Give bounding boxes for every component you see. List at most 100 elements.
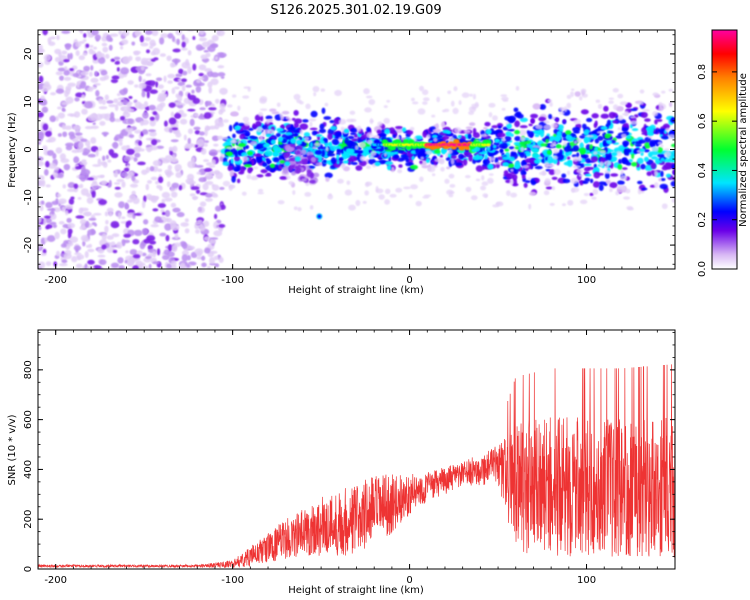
spectral-blob [566, 170, 571, 176]
spectral-blob [576, 169, 584, 174]
spectral-blob [81, 223, 86, 229]
spectral-blob [45, 184, 51, 188]
spectral-blob [525, 152, 532, 157]
spectral-blob [631, 128, 639, 132]
x-tick-label: 0 [406, 575, 412, 586]
spectral-blob [195, 229, 200, 234]
spectral-blob [548, 136, 555, 142]
spectral-blob [74, 252, 82, 256]
spectral-blob [611, 151, 618, 157]
spectral-blob [84, 212, 92, 216]
spectral-blob [308, 179, 316, 184]
spectral-blob [567, 160, 573, 163]
spectral-blob [522, 164, 530, 169]
spectral-blob [180, 113, 187, 118]
spectral-blob [360, 136, 365, 140]
spectral-blob [204, 167, 213, 173]
spectral-blob [93, 265, 102, 269]
spectral-blob [141, 200, 146, 209]
spectral-blob [572, 145, 579, 152]
spectral-blob [599, 161, 604, 168]
spectral-blob [195, 189, 201, 194]
spectral-blob [241, 155, 249, 162]
spectral-blob [160, 209, 165, 213]
spectral-blob [234, 150, 239, 158]
spectral-blob [145, 73, 152, 77]
spectral-blob [197, 46, 206, 50]
spectral-blob [269, 169, 275, 173]
spectral-blob [104, 225, 109, 233]
spectral-blob [172, 207, 181, 213]
spectral-blob [192, 36, 196, 40]
spectral-blob [203, 220, 210, 227]
spectral-blob [168, 102, 176, 108]
spectral-blob [183, 97, 191, 104]
spectral-blob [309, 205, 314, 210]
spectral-blob [622, 140, 630, 147]
spectral-blob [378, 194, 385, 200]
spectral-blob [431, 114, 436, 118]
spectral-blob [253, 153, 262, 157]
spectral-blob [444, 178, 450, 184]
spectral-blob [90, 137, 97, 144]
spectral-blob [421, 165, 430, 169]
spectral-blob [497, 125, 502, 129]
spectral-blob [64, 209, 69, 216]
spectral-blob [346, 180, 351, 186]
spectral-blob [325, 176, 330, 182]
spectral-blob [145, 255, 152, 260]
spectral-blob [234, 125, 242, 131]
spectral-blob [552, 155, 559, 160]
spectral-blob [295, 145, 303, 151]
spectral-blob [250, 140, 258, 146]
spectral-blob [122, 30, 130, 37]
spectral-blob [228, 124, 233, 132]
spectral-blob [209, 171, 215, 175]
spectral-blob [187, 137, 191, 145]
spectral-blob [412, 119, 422, 125]
spectral-blob [204, 128, 208, 137]
spectral-blob [513, 167, 519, 175]
spectral-blob [205, 172, 213, 180]
spectral-blob [421, 89, 429, 96]
spectral-blob [152, 208, 159, 212]
spectral-blob [389, 193, 397, 198]
bottom-x-axis-label: Height of straight line (km) [288, 585, 424, 596]
spectral-blob [38, 160, 45, 167]
spectral-blob [167, 32, 174, 39]
spectral-blob [68, 131, 75, 137]
spectral-blob [230, 112, 239, 116]
spectral-blob [558, 107, 565, 112]
spectral-blob [93, 212, 102, 216]
spectral-blob [488, 102, 496, 108]
spectral-blob [449, 190, 455, 195]
spectral-blob [172, 48, 181, 53]
spectral-blob [444, 152, 449, 158]
spectral-blob [507, 163, 515, 169]
spectral-blob [110, 262, 120, 268]
spectral-blob [448, 136, 455, 143]
spectral-blob [535, 124, 544, 130]
spectral-blob [99, 259, 107, 266]
spectral-blob [475, 165, 484, 172]
spectral-blob [134, 84, 139, 88]
spectral-blob [368, 98, 376, 105]
spectral-blob [217, 65, 225, 69]
spectral-blob [157, 219, 164, 223]
spectral-blob [198, 37, 207, 42]
spectral-blob [133, 229, 143, 237]
spectral-blob [129, 249, 138, 256]
bottom-y-axis-label: SNR (10 * v/v) [7, 414, 18, 485]
spectral-blob [45, 139, 53, 143]
spectral-blob [95, 113, 103, 121]
spectral-blob [265, 119, 271, 124]
spectral-blob [259, 135, 264, 142]
spectral-blob [415, 147, 419, 155]
spectral-blob [530, 179, 537, 186]
spectral-blob [174, 233, 179, 240]
spectral-blob [129, 183, 139, 188]
spectral-blob [109, 116, 116, 123]
spectral-blob [98, 199, 108, 206]
spectral-blob [598, 184, 604, 192]
spectral-blob [57, 193, 62, 198]
